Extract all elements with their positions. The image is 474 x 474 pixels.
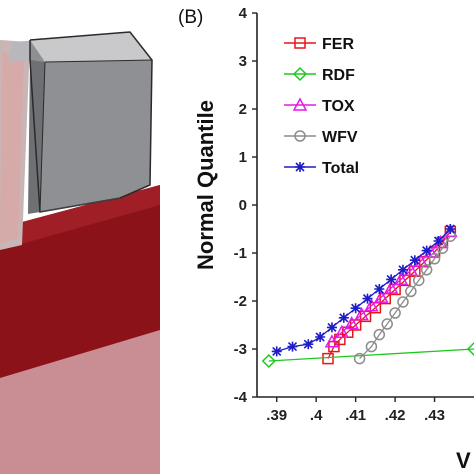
series-line (268, 348, 474, 362)
series-rdf (261, 341, 474, 369)
point-total (362, 293, 373, 304)
y-axis-title: Normal Quantile (193, 100, 218, 270)
point-tox (374, 289, 389, 303)
legend-item-tox: TOX (284, 97, 355, 115)
point-total (326, 322, 337, 333)
legend-marker (292, 66, 308, 82)
x-tick-label: .42 (385, 407, 406, 424)
legend-label: FER (322, 36, 354, 53)
legend-marker (292, 97, 308, 111)
series-wfv (353, 230, 457, 365)
point-wfv (353, 352, 366, 365)
point-wfv (420, 264, 433, 276)
labels-layer: 4 3 2 1 0 -1 -2 -3 -4 .39 .4 .41 .42 .43 (B) Normal Qua… (178, 5, 471, 473)
gate-block (30, 32, 152, 212)
point-fer (322, 352, 334, 365)
point-total (421, 245, 432, 256)
device-3d-illustration (0, 0, 160, 474)
legend-label: WFV (322, 129, 358, 146)
axes-layer (252, 12, 474, 402)
point-wfv (389, 307, 401, 319)
gate-edge-line-vertical (39, 61, 46, 213)
point-tox (344, 315, 359, 330)
point-rdf (466, 341, 474, 357)
legend-marker (294, 130, 306, 142)
quantile-chart: 4 3 2 1 0 -1 -2 -3 -4 .39 .4 .41 .42 .43 (B) Normal Qua… (178, 5, 474, 473)
y-tick-label: -2 (234, 293, 247, 310)
point-wfv (428, 253, 441, 265)
point-tox (324, 334, 340, 348)
point-wfv (381, 318, 393, 330)
series-total (271, 224, 456, 357)
point-total (374, 284, 385, 294)
point-total (409, 255, 420, 266)
gate-block-top (30, 32, 152, 62)
panel-label: (B) (178, 7, 203, 28)
legend-marker (295, 162, 305, 172)
y-tick-label: 0 (239, 197, 247, 214)
point-total (287, 341, 298, 352)
legend-label: TOX (322, 98, 355, 115)
x-tick-label: .43 (424, 407, 445, 424)
y-tick-label: -3 (234, 341, 247, 358)
point-wfv (405, 285, 417, 298)
point-total (303, 339, 314, 350)
series-line (331, 230, 451, 343)
legend-item-total: Total (284, 160, 359, 177)
point-total (350, 303, 361, 314)
oxide-top-face (0, 185, 160, 250)
point-tox (364, 298, 379, 312)
point-tox (354, 306, 369, 321)
point-total (338, 312, 349, 323)
fin-channel (0, 52, 24, 244)
x-tick-label: .4 (310, 407, 323, 424)
point-wfv (365, 340, 378, 353)
point-wfv (436, 242, 449, 254)
legend-item-fer: FER (284, 36, 354, 53)
point-total (386, 274, 397, 285)
legend-marker (294, 37, 306, 49)
point-wfv (397, 296, 409, 308)
y-tick-label: -4 (234, 389, 248, 406)
y-tick-label: -1 (234, 245, 247, 262)
point-wfv (413, 274, 425, 287)
gate-edge-line (44, 59, 153, 63)
series-layer (261, 223, 474, 369)
point-tox (334, 324, 350, 338)
point-wfv (373, 328, 386, 341)
point-total (315, 332, 326, 342)
legend-item-rdf: RDF (284, 66, 355, 84)
legend-item-wfv: WFV (284, 129, 358, 146)
gate-outline (29, 31, 153, 213)
point-rdf (261, 353, 276, 369)
legend-label: Total (322, 160, 359, 177)
point-tox (393, 271, 409, 286)
x-tick-label: .41 (345, 407, 366, 424)
series-line (359, 235, 451, 360)
legend: FER RDF TOX WFV Total (284, 36, 359, 177)
x-axis-title: V (456, 448, 471, 473)
point-tox (383, 280, 399, 294)
point-total (445, 224, 456, 234)
point-total (433, 236, 444, 246)
point-total (271, 346, 282, 357)
x-tick-label: .39 (266, 407, 287, 424)
legend-label: RDF (322, 67, 355, 84)
y-tick-label: 4 (239, 5, 248, 22)
y-tick-label: 2 (239, 101, 247, 118)
point-total (397, 264, 408, 275)
y-tick-label: 3 (239, 53, 247, 70)
y-tick-label: 1 (239, 149, 247, 166)
gate-bottom-edge (39, 197, 121, 213)
